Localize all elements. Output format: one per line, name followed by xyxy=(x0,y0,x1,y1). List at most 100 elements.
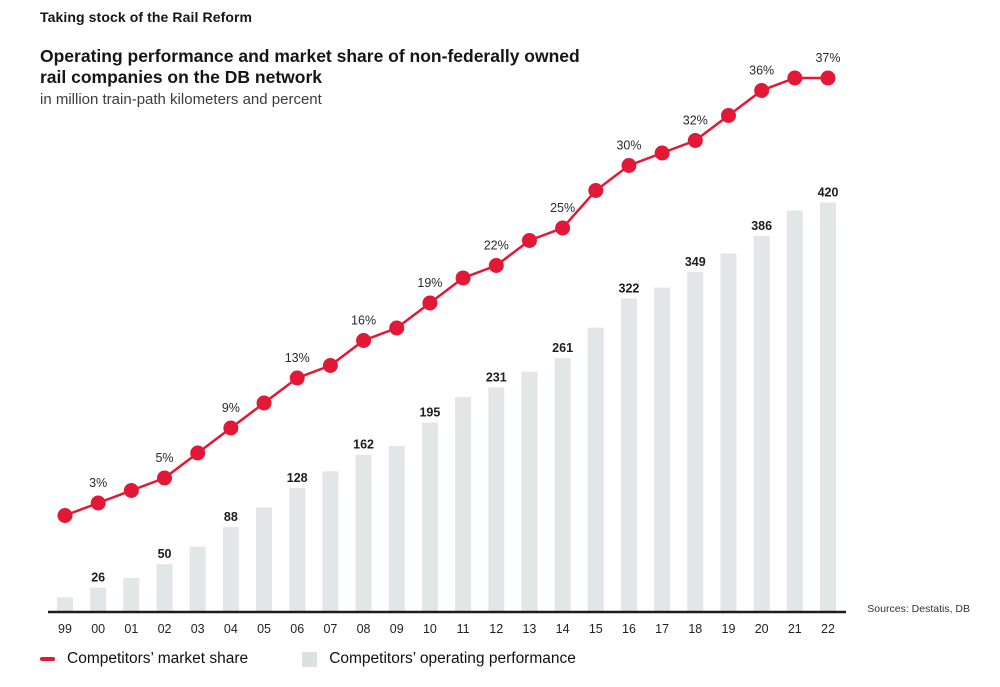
chart-title-line2: rail companies on the DB network xyxy=(40,67,322,87)
market-share-dot xyxy=(787,70,803,86)
bar xyxy=(123,577,140,613)
bar xyxy=(654,287,671,613)
line-series-swatch-icon xyxy=(40,657,55,661)
market-share-dot xyxy=(654,145,670,161)
legend-item-operating-performance: Competitors’ operating performance xyxy=(302,650,576,668)
bar xyxy=(587,327,604,613)
market-share-dot xyxy=(123,483,139,498)
market-share-dot xyxy=(256,395,272,411)
x-axis-label: 06 xyxy=(290,622,304,636)
percent-label: 5% xyxy=(155,451,173,465)
bar xyxy=(488,387,505,613)
bar xyxy=(222,527,239,613)
market-share-dot xyxy=(223,420,239,436)
x-axis-label: 00 xyxy=(91,622,105,636)
market-share-dot xyxy=(356,333,372,348)
bar-value-label: 349 xyxy=(685,255,706,269)
bar xyxy=(620,298,637,613)
percent-label: 13% xyxy=(285,351,310,365)
market-share-dot xyxy=(588,183,604,198)
bar xyxy=(156,564,173,613)
x-axis-label: 01 xyxy=(124,622,138,636)
market-share-dot xyxy=(488,258,504,273)
bar-value-label: 128 xyxy=(287,471,308,485)
bar xyxy=(521,371,538,613)
bar-value-label: 261 xyxy=(552,341,573,355)
bar xyxy=(421,422,438,613)
source-label: Sources: Destatis, DB xyxy=(867,603,970,615)
eyebrow-title: Taking stock of the Rail Reform xyxy=(40,9,253,25)
market-share-dot xyxy=(687,133,703,148)
bar xyxy=(57,597,73,613)
bar xyxy=(820,202,836,613)
market-share-dot xyxy=(521,233,537,248)
x-axis-label: 14 xyxy=(556,622,570,636)
x-axis-label: 03 xyxy=(191,622,205,636)
market-share-dot xyxy=(422,295,438,311)
x-axis-label: 17 xyxy=(655,622,669,636)
bar-value-label: 231 xyxy=(486,370,507,384)
bar-value-label: 162 xyxy=(353,438,374,452)
percent-label: 37% xyxy=(815,51,840,65)
percent-label: 9% xyxy=(222,401,240,415)
x-axis-label: 21 xyxy=(788,622,802,636)
bar-value-label: 88 xyxy=(224,510,238,524)
x-axis-label: 99 xyxy=(58,622,72,636)
x-axis-label: 15 xyxy=(589,622,603,636)
legend-label-market-share: Competitors’ market share xyxy=(67,650,249,667)
x-axis-label: 02 xyxy=(158,622,172,636)
x-axis-label: 16 xyxy=(622,622,636,636)
bar xyxy=(289,487,306,613)
bar xyxy=(90,587,107,613)
bar xyxy=(322,471,339,613)
bar xyxy=(554,358,571,613)
bar xyxy=(256,507,273,613)
x-axis-label: 05 xyxy=(257,622,271,636)
percent-label: 22% xyxy=(484,239,509,253)
percent-label: 36% xyxy=(749,64,774,78)
x-axis-label: 22 xyxy=(821,622,835,636)
percent-label: 30% xyxy=(616,139,641,153)
market-share-line xyxy=(64,76,828,517)
bar-value-label: 50 xyxy=(158,547,172,561)
chart-subtitle: in million train-path kilometers and per… xyxy=(40,91,322,108)
bar xyxy=(687,272,704,613)
x-axis-label: 20 xyxy=(755,622,769,636)
percent-label: 16% xyxy=(351,314,376,328)
x-axis-label: 18 xyxy=(688,622,702,636)
bar-value-label: 322 xyxy=(619,281,640,295)
market-share-dot xyxy=(289,370,305,386)
market-share-dot xyxy=(389,320,405,336)
bar-value-label: 26 xyxy=(91,571,105,585)
chart-title: Operating performance and market share o… xyxy=(40,46,580,88)
bar xyxy=(455,397,472,613)
market-share-dot xyxy=(90,495,106,511)
x-axis-label: 13 xyxy=(522,622,536,636)
bar xyxy=(388,445,405,613)
bar xyxy=(189,546,206,613)
chart-header: Taking stock of the Rail Reform Operatin… xyxy=(40,9,580,109)
market-share-dot xyxy=(190,445,206,461)
x-axis-label: 12 xyxy=(489,622,503,636)
market-share-dot xyxy=(455,270,471,286)
percent-label: 32% xyxy=(683,114,708,128)
bar xyxy=(355,454,372,613)
x-axis-label: 04 xyxy=(224,622,238,636)
market-share-dot xyxy=(57,508,73,523)
percent-label: 19% xyxy=(417,276,442,290)
bar-series-swatch-icon xyxy=(302,651,318,667)
market-share-dot xyxy=(754,83,770,98)
chart-title-line1: Operating performance and market share o… xyxy=(40,46,580,66)
market-share-dot xyxy=(621,158,637,173)
chart-legend: Competitors’ market share Competitors’ o… xyxy=(40,650,576,668)
market-share-dot xyxy=(555,220,571,236)
x-axis-label: 11 xyxy=(457,622,470,636)
x-axis-label: 09 xyxy=(390,622,404,636)
bar-value-label: 420 xyxy=(818,186,839,200)
legend-label-operating-performance: Competitors’ operating performance xyxy=(329,650,576,667)
market-share-dot xyxy=(820,70,836,86)
x-axis-label: 07 xyxy=(323,622,337,636)
market-share-dot xyxy=(322,358,338,373)
